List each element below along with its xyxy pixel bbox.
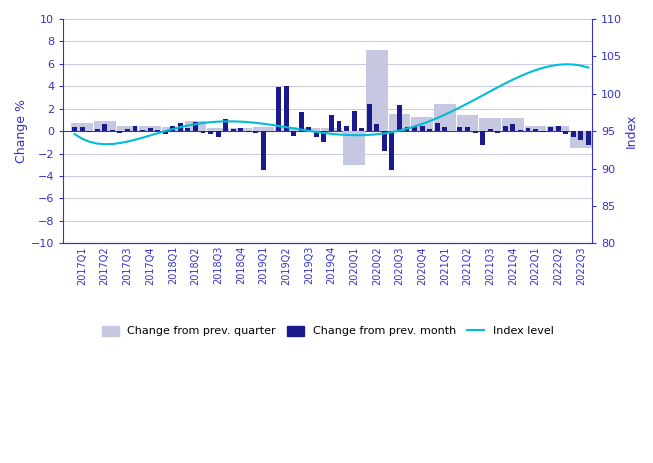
Bar [140, 130, 145, 131]
Bar [434, 104, 456, 131]
Bar [94, 121, 116, 131]
Y-axis label: Change %: Change % [15, 99, 28, 163]
Bar [458, 127, 462, 131]
Bar [579, 131, 583, 140]
Bar [556, 125, 561, 131]
Bar [518, 130, 523, 131]
Bar [321, 131, 326, 142]
Bar [456, 115, 478, 131]
Bar [148, 128, 153, 131]
Bar [329, 115, 334, 131]
Bar [571, 131, 576, 137]
Bar [117, 125, 138, 131]
Bar [261, 131, 266, 170]
Bar [139, 125, 161, 131]
Bar [163, 131, 168, 134]
Bar [291, 131, 296, 136]
Bar [442, 127, 447, 131]
Bar [511, 125, 515, 131]
Bar [299, 112, 304, 131]
Bar [548, 127, 553, 131]
Bar [230, 128, 251, 131]
Bar [564, 131, 568, 134]
Bar [306, 127, 311, 131]
Bar [336, 121, 342, 131]
Bar [367, 104, 372, 131]
Bar [231, 129, 236, 131]
Bar [200, 131, 206, 133]
Bar [547, 125, 569, 131]
Bar [283, 86, 289, 131]
Bar [71, 123, 93, 131]
Bar [103, 125, 107, 131]
Bar [495, 131, 500, 133]
Bar [208, 128, 229, 131]
Bar [125, 129, 130, 131]
Bar [359, 128, 364, 131]
Bar [541, 131, 545, 132]
Bar [586, 131, 591, 144]
Bar [321, 128, 342, 131]
Bar [110, 130, 115, 131]
Bar [276, 88, 281, 131]
Bar [389, 114, 410, 131]
Bar [185, 128, 190, 131]
Bar [503, 125, 508, 131]
Bar [162, 127, 183, 131]
Bar [72, 127, 77, 131]
Bar [405, 127, 409, 131]
Bar [374, 125, 379, 131]
Bar [185, 121, 206, 131]
Bar [344, 125, 349, 131]
Bar [87, 131, 92, 132]
Bar [314, 131, 319, 137]
Bar [502, 118, 524, 131]
Bar [533, 129, 538, 131]
Bar [343, 131, 365, 165]
Legend: Change from prev. quarter, Change from prev. month, Index level: Change from prev. quarter, Change from p… [97, 321, 558, 341]
Bar [420, 125, 424, 131]
Bar [389, 131, 394, 170]
Bar [178, 123, 183, 131]
Bar [435, 123, 439, 131]
Bar [526, 128, 530, 131]
Bar [525, 125, 547, 131]
Bar [238, 128, 243, 131]
Bar [397, 106, 402, 131]
Bar [570, 131, 592, 148]
Bar [412, 125, 417, 131]
Bar [193, 122, 198, 131]
Bar [215, 131, 221, 137]
Bar [427, 129, 432, 131]
Bar [352, 111, 357, 131]
Bar [276, 127, 297, 131]
Bar [155, 130, 160, 131]
Y-axis label: Index: Index [625, 114, 638, 148]
Bar [488, 129, 492, 131]
Bar [480, 131, 485, 144]
Bar [208, 131, 213, 134]
Bar [80, 127, 84, 131]
Bar [411, 117, 433, 131]
Bar [253, 131, 259, 133]
Bar [246, 131, 251, 132]
Bar [465, 127, 470, 131]
Bar [95, 129, 100, 131]
Bar [223, 119, 228, 131]
Bar [479, 118, 501, 131]
Bar [170, 125, 175, 131]
Bar [253, 127, 274, 131]
Bar [382, 131, 387, 151]
Bar [298, 128, 319, 131]
Bar [118, 131, 122, 133]
Bar [366, 50, 388, 131]
Bar [133, 125, 137, 131]
Bar [473, 131, 477, 133]
